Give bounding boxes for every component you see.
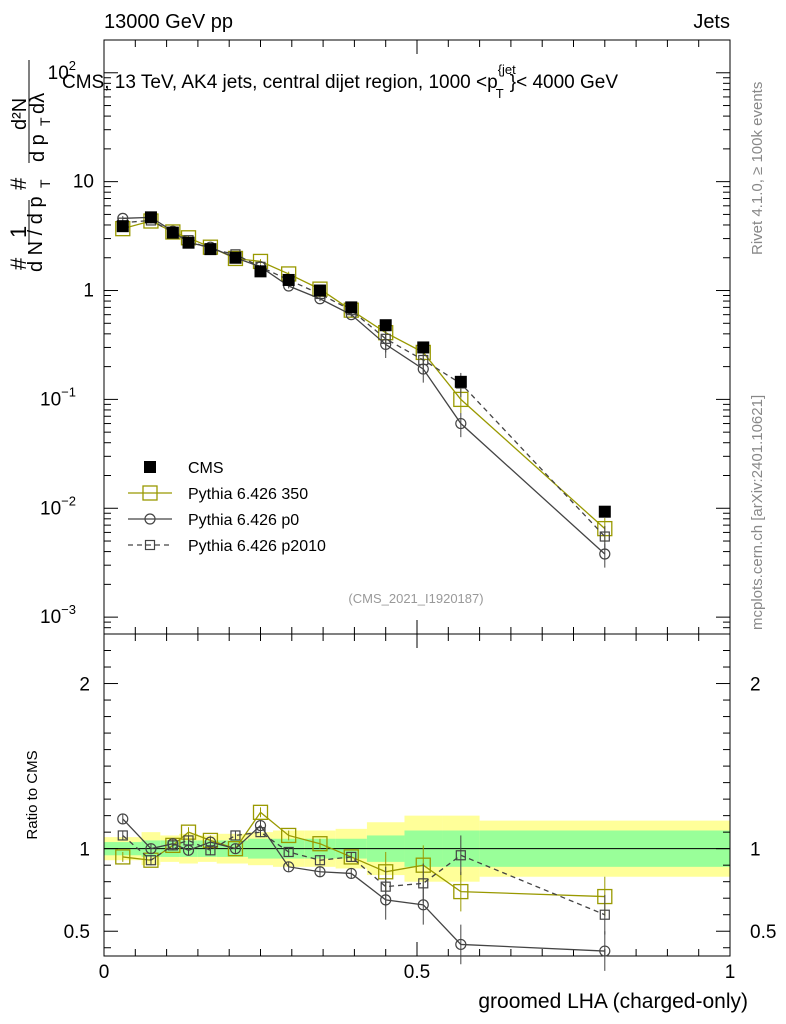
- x-axis-label: groomed LHA (charged-only): [478, 990, 748, 1013]
- ratio-series-point: [312, 836, 328, 852]
- analysis-watermark: (CMS_2021_I1920187): [348, 591, 483, 606]
- cms-data-point: [116, 220, 129, 233]
- ratio-series-point: [455, 850, 466, 861]
- ratio-y-axis-label: Ratio to CMS: [24, 750, 41, 839]
- main-y-tick-label: 102: [48, 58, 76, 84]
- ratio-series-point: [205, 845, 216, 856]
- ratio-series-point: [252, 804, 269, 820]
- ratio-series-point: [418, 878, 429, 889]
- svg-text:1: 1: [6, 226, 31, 238]
- ratio-series-point: [281, 827, 297, 844]
- ratio-series-point: [117, 830, 128, 841]
- legend-marker-2: [144, 539, 156, 551]
- x-tick-label: 0: [99, 962, 110, 983]
- ratio-series-line-2: [122, 831, 606, 916]
- main-y-axis-label: # 1 d N / d p T # d²N d p T dλ: [6, 60, 53, 272]
- cms-data-point: [417, 341, 430, 354]
- cms-data-point: [345, 301, 358, 314]
- legend-cms-marker: [144, 461, 156, 473]
- ratio-series-point: [227, 841, 244, 857]
- ratio-series-point: [455, 938, 467, 951]
- main-series-point: [599, 531, 610, 542]
- rivet-version-label: Rivet 4.1.0, ≥ 100k events: [749, 82, 766, 255]
- legend-label-1: Pythia 6.426 p0: [188, 512, 299, 529]
- cms-data-point: [598, 505, 611, 518]
- main-y-tick-label: 10−3: [40, 602, 76, 628]
- x-tick-label: 0.5: [404, 962, 430, 983]
- main-series-point: [165, 224, 181, 240]
- main-series-point: [418, 354, 429, 366]
- x-tick-label: 1: [725, 962, 736, 983]
- ratio-series-point: [453, 883, 469, 900]
- cms-data-point: [204, 243, 217, 256]
- main-series-point: [380, 333, 391, 344]
- main-series-line-0: [122, 220, 606, 530]
- legend-label-2: Pythia 6.426 p2010: [188, 538, 326, 555]
- ratio-series-point: [229, 843, 242, 855]
- svg-text:#: #: [6, 257, 31, 270]
- ratio-y-tick-label: 1: [79, 840, 90, 861]
- cms-data-point: [144, 211, 157, 224]
- ratio-y-tick-label: 2: [79, 675, 90, 696]
- ratio-series-point: [343, 849, 359, 865]
- main-y-tick-label: 10−1: [40, 384, 76, 410]
- ratio-y-tick-label-right: 1: [750, 840, 761, 861]
- ratio-series-point: [183, 835, 194, 846]
- ratio-series-point: [255, 827, 266, 838]
- ratio-series-point: [345, 867, 357, 880]
- ratio-series-point: [314, 866, 326, 878]
- cms-data-point: [229, 251, 242, 264]
- svg-text:T: T: [37, 179, 53, 188]
- main-series-line-1: [122, 216, 606, 555]
- ratio-series-point: [145, 855, 157, 866]
- ratio-series-point: [346, 851, 357, 863]
- ratio-y-tick-label-right: 0.5: [750, 922, 776, 943]
- ratio-series-point: [314, 855, 326, 866]
- ratio-y-tick-label-right: 2: [750, 675, 761, 696]
- ratio-series-point: [599, 945, 611, 957]
- ratio-series-point: [230, 830, 241, 841]
- cms-data-point: [379, 319, 392, 332]
- main-y-tick-label: 10−2: [40, 493, 76, 519]
- svg-text:d²N: d²N: [9, 98, 31, 130]
- ratio-series-point: [115, 849, 131, 865]
- main-y-tick-label: 1: [83, 281, 94, 302]
- main-series-point: [455, 417, 467, 430]
- cms-data-point: [454, 375, 467, 388]
- ratio-series-point: [283, 846, 294, 858]
- legend-marker-0: [142, 485, 158, 501]
- cms-data-point: [282, 273, 295, 286]
- ratio-series-point: [117, 813, 129, 825]
- legend-label-0: Pythia 6.426 350: [188, 486, 308, 503]
- chart-title: CMS, 13 TeV, AK4 jets, central dijet reg…: [62, 62, 618, 101]
- mcplots-label: mcplots.cern.ch [arXiv:2401.10621]: [749, 395, 766, 630]
- ratio-series-point: [145, 843, 157, 855]
- header-process-label: Jets: [693, 11, 730, 33]
- cms-data-point: [313, 284, 326, 297]
- main-y-tick-label: 10: [73, 172, 94, 193]
- ratio-series-line-0: [122, 811, 605, 898]
- svg-text:T: T: [37, 117, 53, 126]
- svg-text:d N / d p: d N / d p: [25, 196, 47, 272]
- svg-text:dλ: dλ: [27, 93, 49, 114]
- ratio-y-tick-label: 0.5: [64, 922, 90, 943]
- ratio-plot-frame: [103, 633, 731, 957]
- ratio-series-point: [380, 881, 391, 892]
- cms-data-point: [254, 265, 267, 278]
- legend-marker-1: [144, 513, 156, 525]
- svg-text:d p: d p: [27, 134, 49, 162]
- svg-text:#: #: [6, 177, 31, 190]
- ratio-series-point: [283, 861, 295, 873]
- header-energy-label: 13000 GeV pp: [104, 11, 233, 33]
- cms-data-point: [182, 236, 195, 249]
- legend-cms-label: CMS: [188, 460, 224, 477]
- cms-data-point: [166, 226, 179, 239]
- ratio-series-point: [167, 840, 178, 851]
- ratio-series-point: [599, 909, 610, 920]
